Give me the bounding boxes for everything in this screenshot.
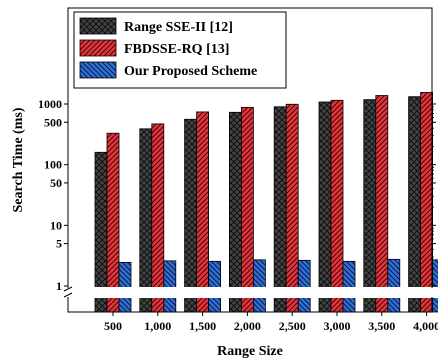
legend: Range SSE-II [12] FBDSSE-RQ [13] Our Propo…	[73, 11, 287, 89]
bar-1-500	[106, 132, 120, 313]
legend-label: FBDSSE-RQ [13]	[124, 42, 229, 57]
y-tick-label: 50	[50, 176, 62, 190]
x-tick-label: 3,500	[368, 319, 395, 333]
bar-0-4000	[408, 96, 422, 313]
x-tick-label: 3,000	[324, 319, 351, 333]
x-tick-label: 500	[104, 319, 122, 333]
legend-swatch	[79, 17, 117, 35]
y-tick-label: 100	[44, 158, 62, 172]
bar-0-1500	[184, 118, 198, 313]
axis-break-gap	[64, 288, 72, 297]
bar-0-3500	[363, 99, 377, 313]
y-axis-ticks: 1 5 10 50 100 500 1000	[38, 97, 436, 293]
x-tick-label: 4,000	[413, 319, 438, 333]
bar-0-1000	[139, 128, 153, 313]
bar-2-3000	[342, 260, 356, 313]
bar-2-2000	[252, 259, 266, 313]
axis-break-mark-left-2	[63, 292, 73, 298]
x-tick-label: 2,000	[234, 319, 261, 333]
x-tick-label: 2,500	[279, 319, 306, 333]
y-tick-label: 5	[56, 237, 62, 251]
x-axis-ticks: 500 1,000 1,500 2,000 2,500 3,000 3,500 4,000	[104, 312, 438, 333]
y-axis-title: Search Time (ms)	[11, 107, 26, 212]
plot-frame	[67, 7, 433, 313]
bar-0-2500	[273, 106, 287, 313]
bar-2-3500	[387, 258, 401, 313]
axis-break-mark-left-1	[63, 286, 73, 292]
legend-label: Our Proposed Scheme	[124, 64, 257, 79]
bar-1-2000	[240, 106, 254, 313]
legend-label: Range SSE-II [12]	[124, 20, 233, 35]
axis-break-gap-right	[428, 288, 436, 297]
bar-2-1500	[208, 260, 222, 313]
bar-1-3500	[375, 95, 389, 313]
y-tick-label: 10	[50, 218, 62, 232]
bar-2-1000	[163, 260, 177, 313]
bar-0-2000	[228, 111, 242, 313]
y-tick-label: 1000	[38, 97, 62, 111]
legend-swatch	[79, 39, 117, 57]
bar-1-2500	[285, 103, 299, 313]
y-tick-label: 500	[44, 115, 62, 129]
bars-layer	[94, 92, 438, 313]
legend-swatch	[79, 61, 117, 79]
bar-0-3000	[318, 101, 332, 313]
bar-1-1500	[196, 111, 210, 313]
x-tick-label: 1,000	[144, 319, 171, 333]
bar-1-1000	[151, 123, 165, 313]
x-tick-label: 1,500	[189, 319, 216, 333]
bar-1-4000	[420, 92, 434, 313]
x-axis-title: Range Size	[217, 344, 283, 359]
bar-1-3000	[330, 99, 344, 313]
axis-break-band	[68, 287, 438, 298]
y-tick-label: 1	[56, 279, 62, 293]
bar-2-2500	[297, 259, 311, 313]
